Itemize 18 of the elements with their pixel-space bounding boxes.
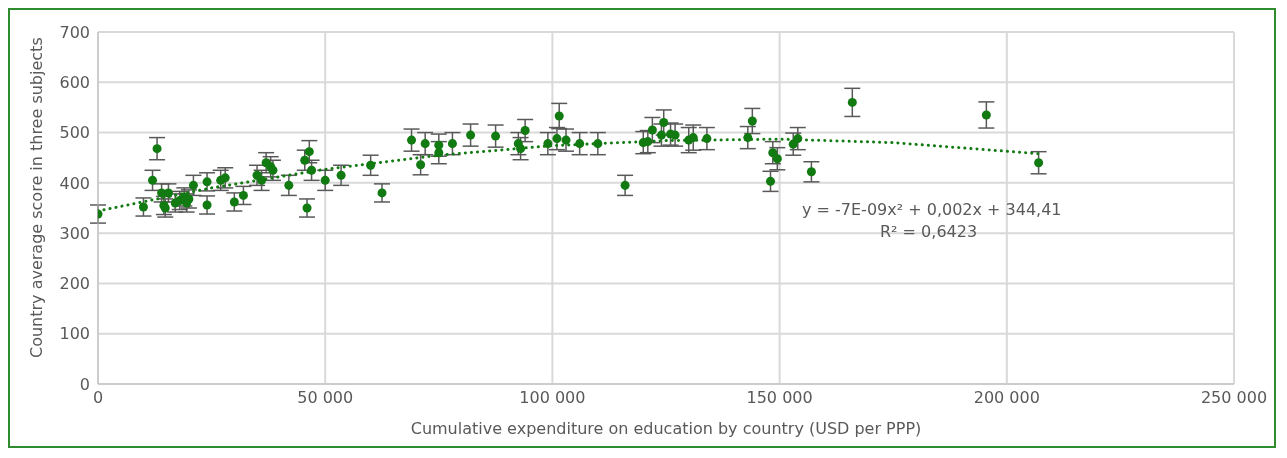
x-tick-label: 0 [92,388,104,408]
x-tick-label: 250 000 [1200,388,1268,408]
annotation: R² = 0,6423 [880,222,978,241]
x-tick-label: 100 000 [519,388,586,408]
x-axis-title: Cumulative expenditure on education by country (USD per PPP) [410,419,922,438]
y-tick-label: 700 [59,22,90,42]
annotation: y = -7E-09x² + 0,002x + 344,41 [802,200,1062,219]
y-axis-title: Country average score in three subjects [26,37,46,358]
y-tick-label: 200 [59,274,90,294]
x-tick-label: 200 000 [973,388,1040,408]
x-tick-label: 150 000 [746,388,813,408]
y-tick-label: 500 [59,123,90,143]
y-tick-label: 0 [79,374,90,394]
y-tick-label: 600 [59,72,90,92]
x-tick-label: 50 000 [297,388,354,408]
y-tick-label: 300 [59,223,90,243]
y-tick-label: 400 [59,173,90,193]
y-tick-label: 100 [59,324,90,344]
